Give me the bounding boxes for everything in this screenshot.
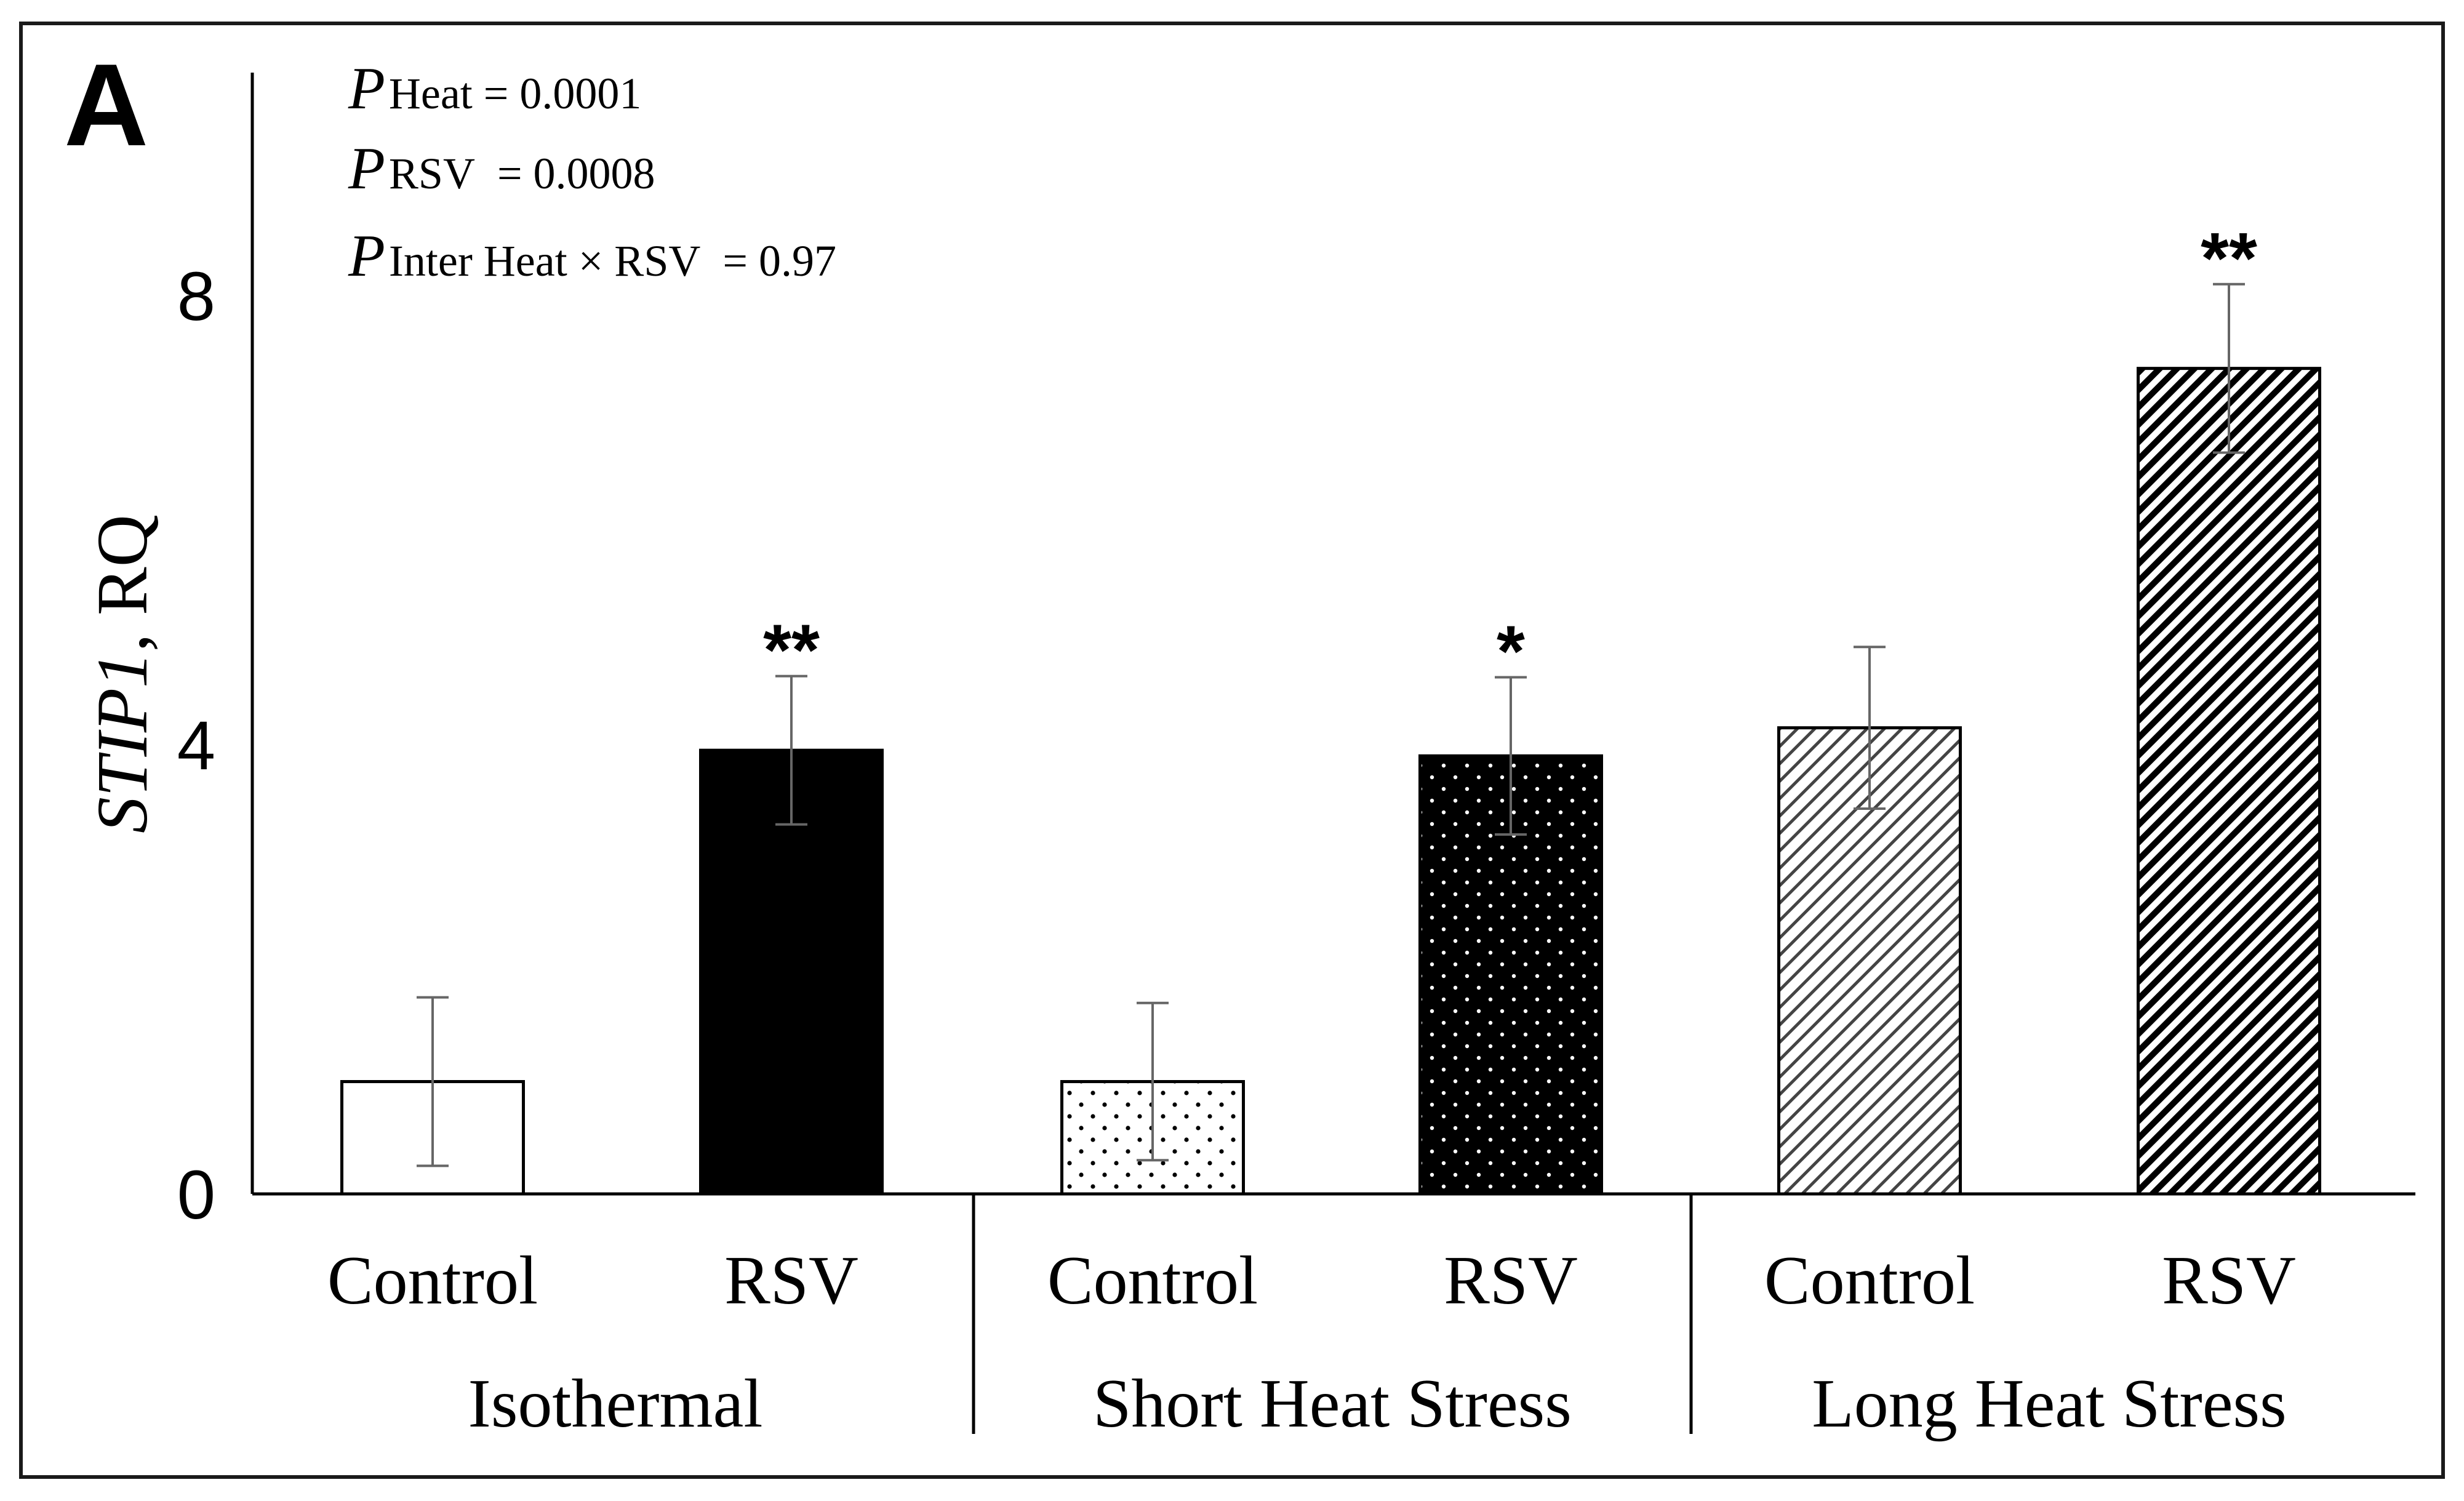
- p-inter-line: PInter Heat × RSV = 0.97: [348, 223, 836, 289]
- plot-area: 0 4 8 Control ** RSV Control * RSV Control ** RSV Is…: [177, 73, 2415, 1442]
- p-heat-line: PHeat = 0.0001: [348, 55, 641, 122]
- y-tick-label: 4: [177, 707, 215, 784]
- statistics-annotation: PHeat = 0.0001 PRSV = 0.0008 PInter Heat ×…: [348, 55, 836, 289]
- p-heat-subscript: Heat: [389, 69, 473, 118]
- x-tick-label: RSV: [1444, 1243, 1578, 1319]
- p-inter-subscript: Inter Heat × RSV: [389, 236, 701, 286]
- y-axis-label: STIP1, RQ: [82, 514, 162, 833]
- p-rsv-line: PRSV = 0.0008: [348, 135, 655, 202]
- y-axis-label-unit: , RQ: [82, 514, 162, 652]
- bar: [2137, 367, 2321, 1196]
- x-tick-label: Control: [327, 1243, 538, 1319]
- significance-marker: **: [763, 610, 820, 691]
- p-rsv-value: = 0.0008: [497, 149, 655, 198]
- x-tick-label: Control: [1764, 1243, 1975, 1319]
- group-label: Isothermal: [468, 1366, 763, 1442]
- p-inter-symbol: P: [348, 223, 385, 289]
- panel-label: A: [64, 40, 148, 170]
- x-tick-label: RSV: [2162, 1243, 2296, 1319]
- y-axis-label-gene: STIP1: [82, 652, 162, 833]
- p-rsv-symbol: P: [348, 135, 385, 202]
- significance-marker: *: [1497, 611, 1525, 692]
- figure-frame: [19, 22, 2445, 1479]
- group-label: Short Heat Stress: [1093, 1366, 1572, 1442]
- p-rsv-subscript: RSV: [389, 149, 475, 198]
- bar: [699, 748, 884, 1196]
- y-tick-label: 8: [177, 258, 215, 335]
- x-tick-label: Control: [1047, 1243, 1258, 1319]
- p-heat-value: = 0.0001: [484, 69, 642, 118]
- p-inter-value: = 0.97: [722, 236, 836, 286]
- x-tick-label: RSV: [724, 1243, 858, 1319]
- group-label: Long Heat Stress: [1812, 1366, 2286, 1442]
- significance-marker: **: [2201, 218, 2257, 299]
- y-tick-label: 0: [177, 1156, 215, 1233]
- p-heat-symbol: P: [348, 55, 385, 122]
